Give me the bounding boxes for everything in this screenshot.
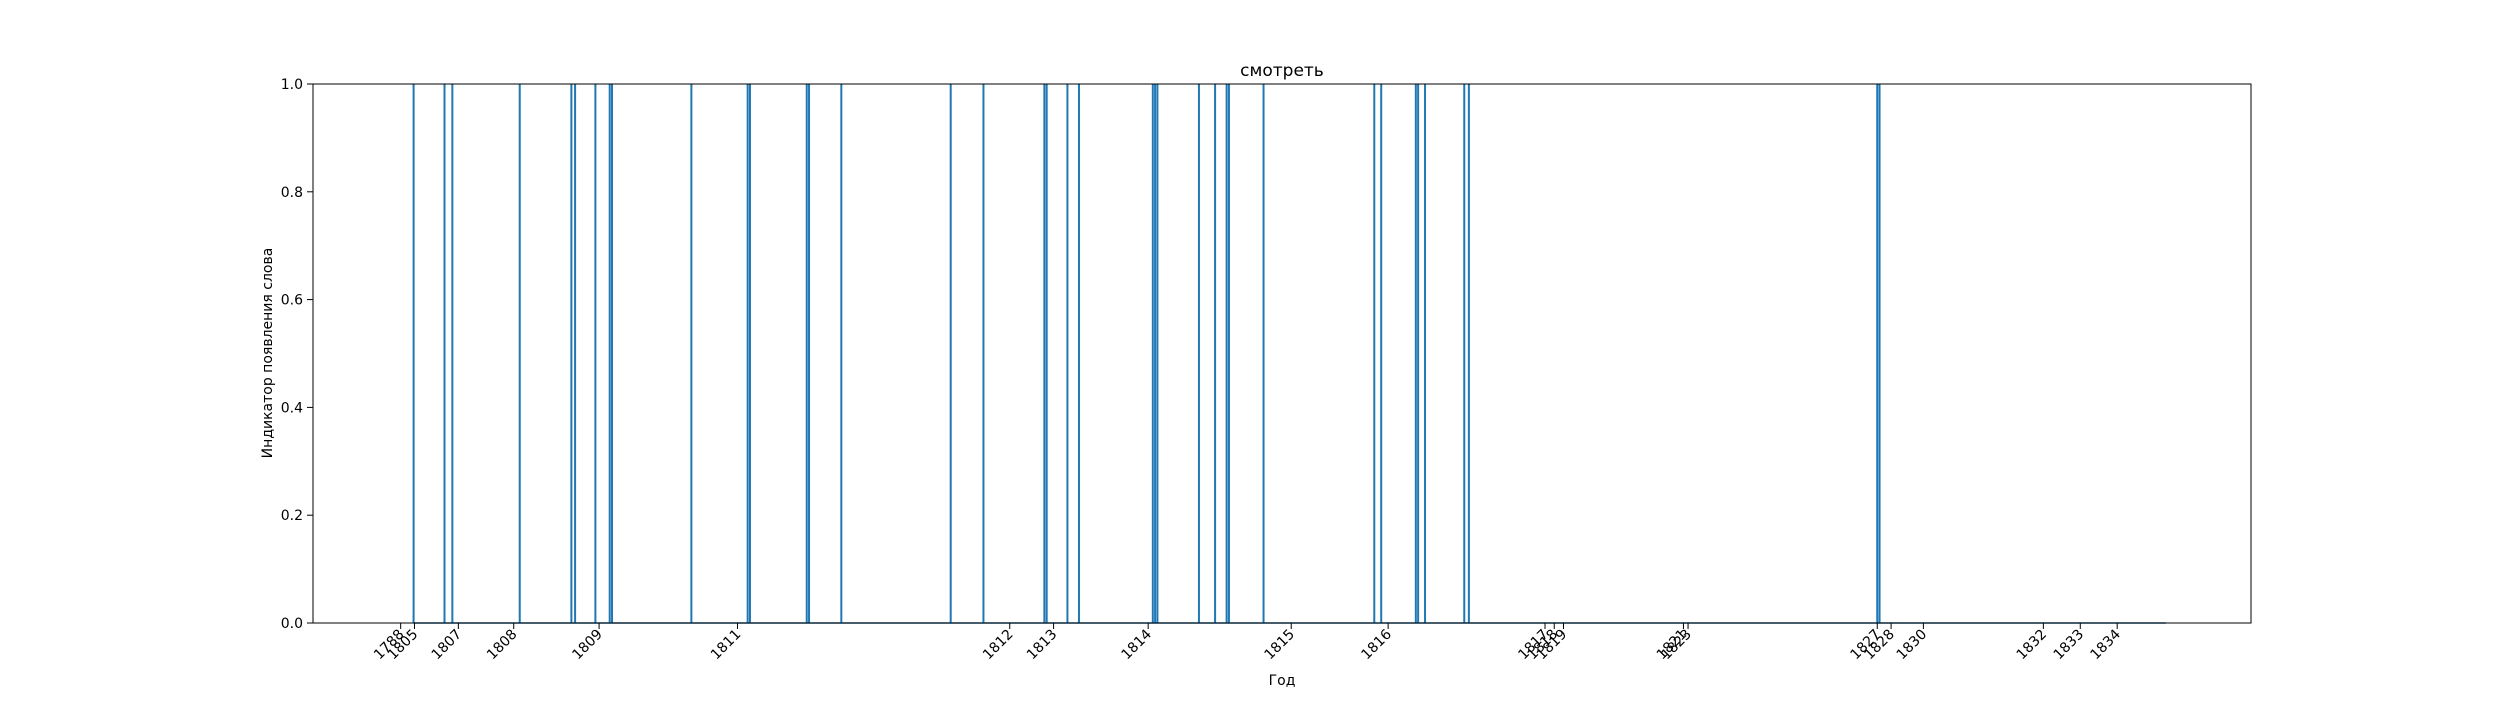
- y-axis-label: Индикатор появления слова: [260, 248, 276, 459]
- y-tick-label: 0.4: [281, 400, 303, 416]
- y-tick-label: 1.0: [281, 77, 303, 93]
- y-axis: 0.0 0.2 0.4 0.6 0.8 1.0: [281, 77, 313, 632]
- x-axis-label: Год: [1269, 673, 1296, 689]
- y-tick-label: 0.2: [281, 508, 303, 524]
- chart-title: смотреть: [1240, 61, 1324, 81]
- y-tick-label: 0.0: [281, 616, 303, 632]
- y-tick-label: 0.6: [281, 293, 303, 309]
- y-tick-label: 0.8: [281, 185, 303, 201]
- plot-frame: [312, 83, 2252, 624]
